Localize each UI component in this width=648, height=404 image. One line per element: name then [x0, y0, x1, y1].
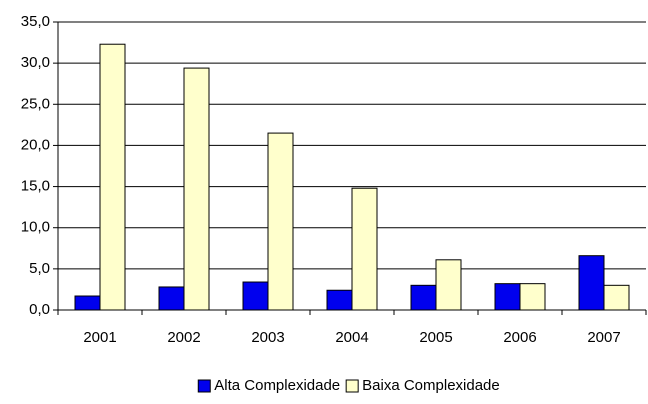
bar — [494, 283, 521, 311]
bar — [435, 259, 462, 311]
x-tick-label: 2004 — [335, 329, 368, 346]
x-tick-label: 2003 — [251, 329, 284, 346]
y-tick-label: 5,0 — [29, 260, 50, 277]
bar — [351, 187, 378, 311]
y-tick-label: 35,0 — [21, 13, 50, 30]
bar — [267, 132, 294, 311]
bar — [74, 295, 101, 311]
bar — [603, 284, 630, 311]
legend-swatch — [345, 379, 359, 393]
x-tick-label: 2002 — [167, 329, 200, 346]
bar — [158, 286, 185, 311]
x-tick-label: 2007 — [587, 329, 620, 346]
bar — [578, 255, 605, 311]
x-tick-label: 2005 — [419, 329, 452, 346]
bar — [519, 283, 546, 311]
legend-label: Alta Complexidade — [214, 377, 340, 394]
legend-label: Baixa Complexidade — [362, 377, 500, 394]
bar — [326, 289, 353, 311]
x-tick-label: 2006 — [503, 329, 536, 346]
bar — [242, 281, 269, 311]
y-tick-label: 15,0 — [21, 178, 50, 195]
bar — [410, 284, 437, 311]
y-tick-label: 25,0 — [21, 95, 50, 112]
x-tick-label: 2001 — [83, 329, 116, 346]
bar — [183, 67, 210, 311]
y-tick-label: 10,0 — [21, 219, 50, 236]
y-tick-label: 20,0 — [21, 136, 50, 153]
y-tick-label: 30,0 — [21, 54, 50, 71]
bar — [99, 43, 126, 311]
y-tick-label: 0,0 — [29, 301, 50, 318]
legend-swatch — [197, 379, 211, 393]
